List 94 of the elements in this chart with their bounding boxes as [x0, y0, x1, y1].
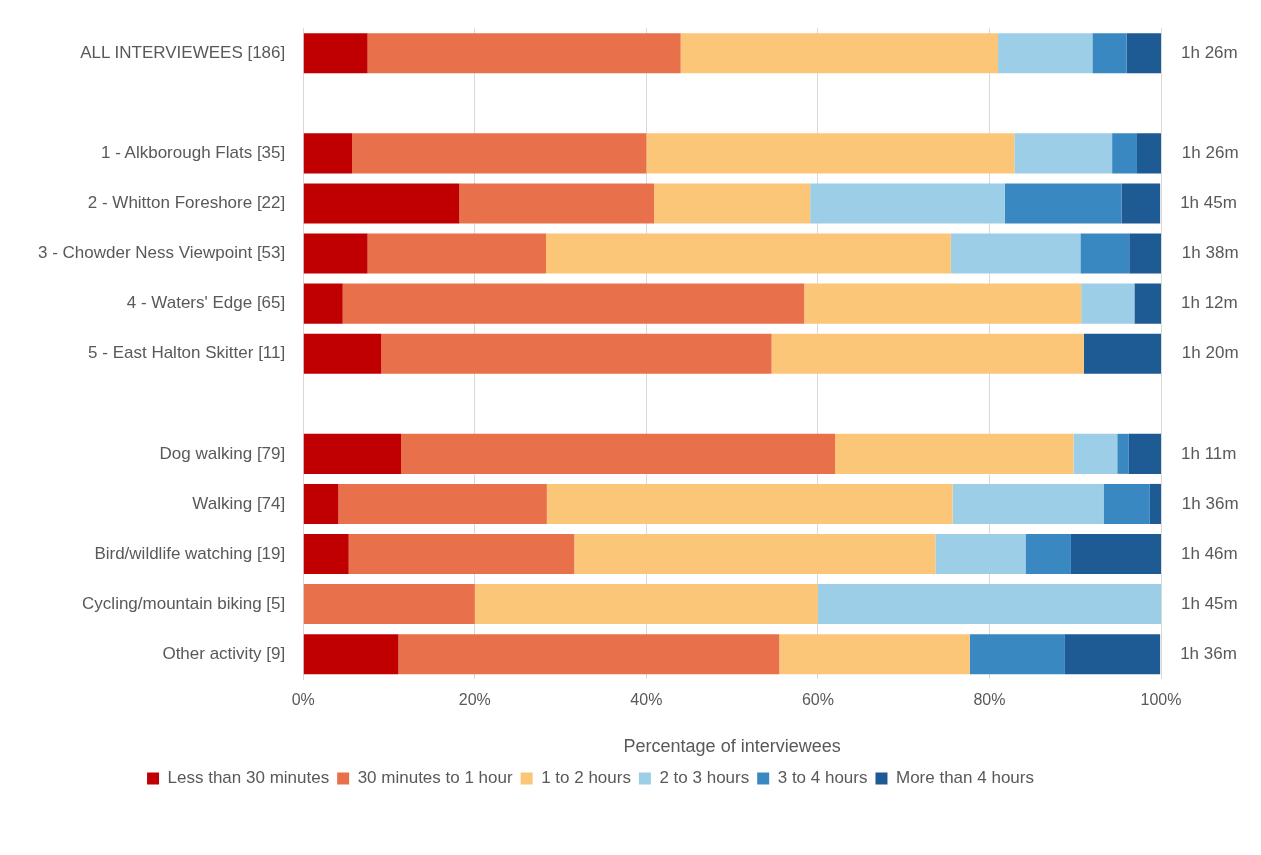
- legend-label: 1 to 2 hours: [541, 768, 631, 788]
- bar: [771, 333, 1084, 374]
- legend-label: 2 to 3 hours: [659, 768, 750, 788]
- bar: [1134, 283, 1161, 324]
- bar: [1083, 333, 1161, 374]
- bar: [546, 483, 953, 524]
- bar: [1064, 634, 1161, 675]
- bar: [303, 133, 353, 174]
- bar: [303, 283, 343, 324]
- bar: [1080, 233, 1130, 274]
- bar: [303, 483, 339, 524]
- bar: [950, 233, 1081, 274]
- bar: [348, 533, 575, 575]
- bar: [1126, 33, 1161, 74]
- bar: [1014, 133, 1113, 174]
- bar: [1103, 483, 1150, 524]
- y-tick-label: Walking [74]: [192, 493, 286, 513]
- bar: [998, 33, 1093, 74]
- bar: [1081, 283, 1135, 324]
- total-label: 1h 26m: [1181, 42, 1238, 62]
- bar: [1136, 133, 1161, 174]
- x-tick-label: 20%: [458, 691, 491, 709]
- bar: [546, 233, 951, 274]
- bar: [646, 133, 1015, 174]
- legend-label: Less than 30 minutes: [167, 768, 330, 788]
- bar: [680, 33, 999, 74]
- bar: [367, 33, 681, 74]
- bar: [1129, 233, 1161, 274]
- x-tick-label: 60%: [801, 691, 834, 709]
- bar: [969, 634, 1065, 675]
- bar: [303, 584, 475, 625]
- bar: [1112, 133, 1137, 174]
- x-tick-label: 100%: [1140, 691, 1182, 709]
- bar: [303, 33, 368, 74]
- total-label: 1h 46m: [1181, 543, 1238, 563]
- bar: [1004, 183, 1122, 224]
- total-label: 1h 12m: [1181, 293, 1238, 313]
- total-label: 1h 38m: [1181, 243, 1239, 263]
- bar: [654, 183, 811, 224]
- bar: [474, 584, 818, 625]
- bar: [303, 183, 460, 224]
- y-tick-label: 2 - Whitton Foreshore [22]: [87, 193, 286, 213]
- bar: [303, 533, 349, 575]
- bar: [804, 283, 1082, 324]
- bar: [835, 433, 1074, 474]
- bar: [303, 333, 382, 374]
- bar: [817, 584, 1161, 625]
- bar: [935, 533, 1026, 575]
- bar: [401, 433, 836, 474]
- x-tick-label: 80%: [973, 691, 1006, 709]
- y-tick-label: Bird/wildlife watching [19]: [94, 543, 286, 563]
- bar: [342, 283, 805, 324]
- y-tick-label: Cycling/mountain biking [5]: [82, 593, 286, 613]
- total-label: 1h 11m: [1181, 443, 1237, 463]
- total-label: 1h 45m: [1181, 593, 1238, 613]
- bar: [352, 133, 647, 174]
- y-tick-label: 5 - East Halton Skitter [11]: [88, 343, 286, 363]
- bar: [303, 433, 402, 474]
- bar: [810, 183, 1005, 224]
- bar: [303, 634, 399, 675]
- bar: [1117, 433, 1129, 474]
- bar: [1092, 33, 1127, 74]
- bar: [459, 183, 655, 224]
- total-label: 1h 45m: [1180, 193, 1237, 213]
- y-tick-label: 1 - Alkborough Flats [35]: [100, 143, 286, 163]
- y-tick-label: Other activity [9]: [162, 643, 286, 663]
- bar: [398, 634, 780, 675]
- bar: [303, 233, 368, 274]
- y-tick-label: 3 - Chowder Ness Viewpoint [53]: [37, 243, 286, 263]
- bar: [338, 483, 547, 524]
- total-label: 1h 20m: [1181, 343, 1239, 363]
- x-tick-label: 40%: [630, 691, 663, 709]
- y-tick-label: 4 - Waters' Edge [65]: [126, 293, 286, 313]
- x-tick-label: 0%: [291, 691, 315, 709]
- bar: [952, 483, 1104, 524]
- total-label: 1h 36m: [1180, 643, 1237, 663]
- bar: [1149, 483, 1161, 524]
- legend-label: 3 to 4 hours: [777, 768, 868, 788]
- legend-label: 30 minutes to 1 hour: [357, 768, 513, 788]
- bar: [1121, 183, 1161, 224]
- bar: [1073, 433, 1118, 474]
- bar: [367, 233, 546, 274]
- bar: [1128, 433, 1161, 474]
- total-label: 1h 36m: [1181, 493, 1239, 513]
- y-tick-label: Dog walking [79]: [159, 443, 286, 463]
- bar: [574, 533, 936, 575]
- bar: [381, 333, 772, 374]
- bar: [1025, 533, 1071, 575]
- legend-label: More than 4 hours: [895, 768, 1034, 788]
- bar: [779, 634, 970, 675]
- x-axis-title: Percentage of interviewees: [623, 736, 841, 757]
- y-tick-label: ALL INTERVIEWEES [186]: [80, 42, 286, 62]
- bar: [1070, 533, 1161, 575]
- total-label: 1h 26m: [1181, 143, 1239, 163]
